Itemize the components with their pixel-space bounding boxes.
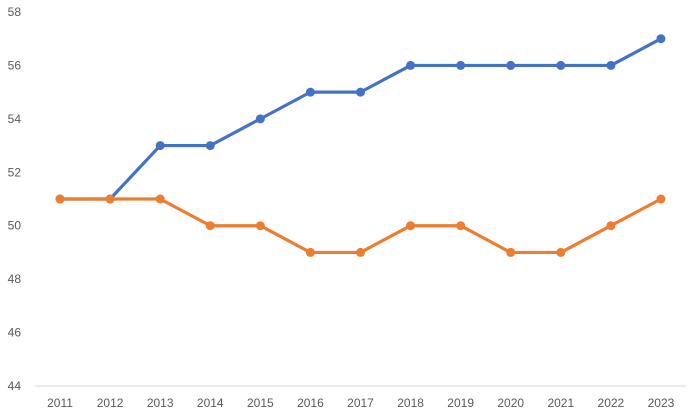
x-tick-label: 2019 — [447, 396, 474, 410]
series-1-line — [58, 37, 663, 201]
series-2-point — [205, 221, 215, 231]
x-axis: 2011 2012 2013 2014 2015 2016 2017 2018 2019 2020… — [35, 385, 686, 410]
x-tick-label: 2023 — [648, 396, 675, 410]
series-1-point — [506, 60, 516, 70]
series-2-point — [656, 194, 666, 204]
series-2-point — [556, 247, 566, 257]
x-tick-label: 2013 — [147, 396, 174, 410]
x-tick-label: 2017 — [347, 396, 374, 410]
series-2-point — [55, 194, 65, 204]
x-tick-label: 2022 — [598, 396, 625, 410]
series-1-point — [656, 34, 666, 44]
x-tick-label: 2021 — [547, 396, 574, 410]
y-tick-label: 52 — [8, 165, 22, 179]
series-2-point — [456, 221, 466, 231]
series-2-point — [506, 247, 516, 257]
series-1-point — [356, 87, 365, 97]
series-1-point — [606, 60, 616, 70]
x-tick-label: 2020 — [497, 396, 524, 410]
y-axis-ticks: 44 46 48 50 52 54 56 58 — [8, 5, 22, 393]
series-2-point — [305, 247, 315, 257]
x-tick-label: 2016 — [297, 396, 324, 410]
series-2-point — [155, 194, 165, 204]
series-1-point — [205, 141, 215, 151]
series-2-point — [255, 221, 265, 231]
series-2-point — [356, 247, 365, 257]
series-2-point — [606, 221, 616, 231]
series-2 — [55, 194, 666, 257]
series-1-point — [155, 141, 165, 151]
x-tick-label: 2011 — [47, 396, 73, 410]
x-tick-label: 2014 — [197, 396, 224, 410]
series-2-point — [406, 221, 416, 231]
series-layer — [55, 34, 666, 257]
y-tick-label: 50 — [8, 219, 22, 233]
x-tick-label: 2015 — [247, 396, 274, 410]
series-1-point — [255, 114, 265, 124]
series-1 — [55, 34, 666, 204]
series-1-point — [556, 60, 566, 70]
y-tick-label: 46 — [8, 326, 22, 340]
y-tick-label: 44 — [8, 379, 22, 393]
series-2-point — [105, 194, 115, 204]
series-2-line — [58, 197, 663, 255]
x-tick-label: 2018 — [397, 396, 424, 410]
y-tick-label: 58 — [8, 5, 22, 19]
y-tick-label: 48 — [8, 272, 22, 286]
x-tick-label: 2012 — [97, 396, 124, 410]
series-1-point — [456, 60, 466, 70]
series-1-point — [406, 60, 416, 70]
y-tick-label: 56 — [8, 58, 22, 72]
y-tick-label: 54 — [8, 112, 22, 126]
series-1-point — [305, 87, 315, 97]
